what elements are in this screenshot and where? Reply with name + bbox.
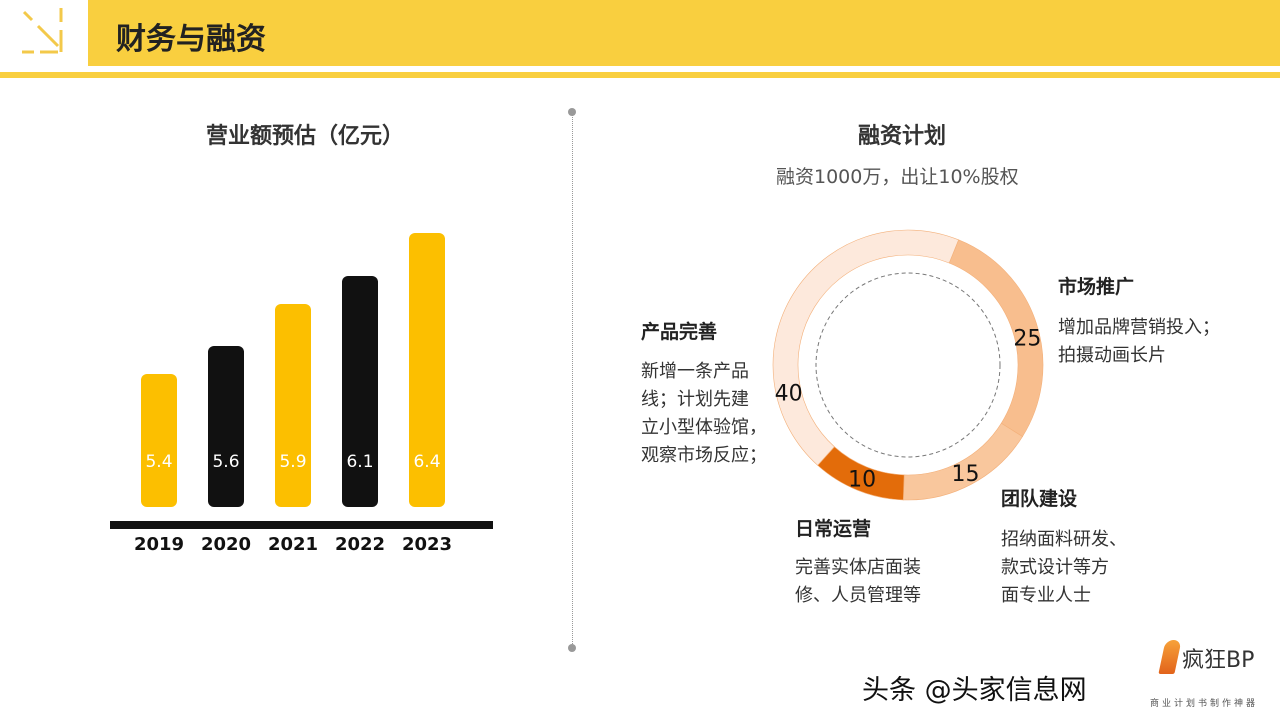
slice-label-product: 产品完善	[641, 321, 718, 343]
donut-title: 融资计划	[858, 124, 947, 149]
bar-value-label: 5.9	[279, 452, 307, 472]
watermark-logo-sub: 商业计划书制作神器	[1150, 699, 1259, 709]
header-bar	[88, 0, 1280, 66]
slice-label-team: 团队建设	[1001, 488, 1078, 510]
x-tick-label: 2021	[267, 534, 319, 555]
bar-2021	[275, 303, 311, 507]
watermark-logo: 疯狂BP	[1182, 648, 1255, 673]
x-tick-label: 2023	[401, 534, 453, 555]
slice-desc-product: 新增一条产品 线；计划先建 立小型体验馆， 观察市场反应；	[641, 361, 767, 466]
slice-desc-ops: 完善实体店面装 修、人员管理等	[795, 557, 921, 606]
bar-2023	[409, 233, 445, 507]
slice-label-ops: 日常运营	[795, 518, 872, 540]
x-tick-label: 2022	[334, 534, 386, 555]
x-tick-label: 2019	[133, 534, 185, 555]
bar-value-label: 5.6	[212, 452, 240, 472]
watermark-text: 头条 @头家信息网	[862, 675, 1087, 706]
donut-value-label: 25	[1013, 326, 1041, 351]
divider-dot	[568, 644, 576, 652]
corner-logo-icon	[18, 8, 68, 60]
slice-desc-market: 增加品牌营销投入； 拍摄动画长片	[1058, 317, 1220, 366]
bar-value-label: 6.4	[413, 452, 441, 472]
donut-slice	[772, 229, 959, 466]
donut-value-label: 15	[952, 462, 980, 487]
divider	[572, 112, 573, 648]
donut-inner-dashed-ring	[815, 272, 1001, 458]
bar-value-label: 6.1	[346, 452, 374, 472]
bar-chart-title: 营业额预估（亿元）	[206, 124, 405, 149]
donut-subtitle: 融资1000万，出让10%股权	[776, 166, 1019, 188]
slice-desc-team: 招纳面料研发、 款式设计等方 面专业人士	[1001, 529, 1127, 606]
bar-2019	[141, 374, 177, 507]
bar-2022	[342, 275, 378, 507]
header-rule	[0, 72, 1280, 78]
page-title: 财务与融资	[116, 22, 266, 57]
bar-baseline	[110, 521, 493, 529]
divider-dot	[568, 108, 576, 116]
x-tick-label: 2020	[200, 534, 252, 555]
donut-value-label: 10	[848, 468, 876, 493]
slice-label-market: 市场推广	[1058, 276, 1135, 298]
bar-2020	[208, 346, 244, 507]
bar-value-label: 5.4	[145, 452, 173, 472]
donut-value-label: 40	[775, 382, 803, 407]
